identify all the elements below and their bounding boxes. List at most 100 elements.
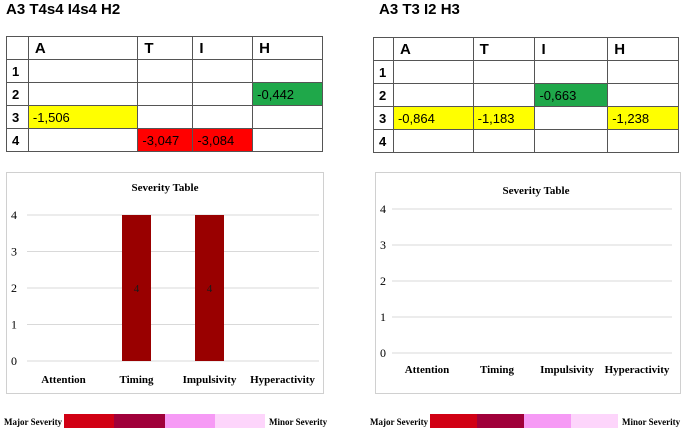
table-cell	[607, 83, 679, 107]
x-category-label: Timing	[480, 364, 515, 376]
table-cell: -0,864	[392, 106, 474, 130]
table-cell: -1,238	[607, 106, 679, 130]
table-cell	[472, 83, 536, 107]
table-cell	[534, 106, 609, 130]
y-tick-label: 2	[380, 274, 386, 288]
column-header: A	[392, 37, 474, 61]
x-category-label: Hyperactivity	[250, 374, 315, 386]
x-category-label: Attention	[405, 364, 450, 376]
table-cell	[607, 60, 679, 84]
right-title: A3 T3 I2 H3	[379, 1, 460, 18]
right-legend-minor-label: Minor Severity	[622, 417, 681, 427]
table-cell	[252, 105, 323, 129]
row-header: 3	[6, 105, 29, 129]
table-cell: -0,442	[252, 82, 323, 106]
table-row: 4 -3,047 -3,084	[6, 128, 323, 152]
table-cell	[472, 60, 536, 84]
table-row: 1	[373, 60, 679, 84]
y-tick-label: 3	[11, 245, 17, 259]
bar-timing	[122, 215, 151, 361]
left-title: A3 T4s4 I4s4 H2	[6, 1, 121, 18]
table-row: 3 -1,506	[6, 105, 323, 129]
column-header: H	[607, 37, 679, 61]
table-cell: -3,084	[192, 128, 254, 152]
row-header: 4	[373, 129, 394, 153]
y-tick-label: 0	[11, 354, 17, 368]
table-cell	[392, 129, 474, 153]
table-cell	[607, 129, 679, 153]
x-category-label: Impulsivity	[183, 374, 237, 386]
table-cell	[137, 105, 194, 129]
table-cell: -0,663	[534, 83, 609, 107]
table-row: 1	[6, 59, 323, 83]
table-cell: -1,183	[472, 106, 536, 130]
y-tick-label: 0	[380, 346, 386, 360]
y-tick-label: 3	[380, 238, 386, 252]
row-header: 1	[6, 59, 29, 83]
x-category-label: Hyperactivity	[605, 364, 670, 376]
legend-swatch	[430, 414, 477, 428]
data-label: 4	[207, 283, 213, 295]
table-cell	[534, 60, 609, 84]
x-category-label: Attention	[41, 374, 86, 386]
left-chart-box: Severity Table 0 1 2 3 4 Attention 4 Timing 4 Impu…	[6, 172, 324, 394]
table-cell: -3,047	[137, 128, 194, 152]
y-tick-label: 1	[11, 318, 17, 332]
column-header: T	[137, 36, 194, 60]
legend-swatch	[114, 414, 165, 428]
table-row: 3 -0,864 -1,183 -1,238	[373, 106, 679, 130]
table-cell	[192, 82, 254, 106]
left-severity-chart: Severity Table 0 1 2 3 4 Attention 4 Timing 4 Impu…	[11, 182, 319, 386]
table-cell	[192, 59, 254, 83]
table-cell: -1,506	[27, 105, 139, 129]
table-cell	[392, 60, 474, 84]
column-header: H	[252, 36, 323, 60]
table-cell	[137, 59, 194, 83]
row-header: 4	[6, 128, 29, 152]
data-label: 4	[134, 283, 140, 295]
legend-swatch	[214, 414, 265, 428]
legend-swatch	[64, 414, 115, 428]
column-header: T	[472, 37, 536, 61]
right-severity-legend-bar	[430, 414, 618, 428]
legend-swatch	[571, 414, 618, 428]
left-severity-grid: A T I H 1 2 -0,442 3 -1,506 4 -3,047 -3,084	[6, 36, 323, 152]
left-severity-legend-bar	[64, 414, 265, 428]
table-row: 4	[373, 129, 679, 153]
y-tick-label: 2	[11, 281, 17, 295]
y-tick-label: 4	[11, 208, 17, 222]
chart-title: Severity Table	[503, 185, 570, 197]
table-cell	[392, 83, 474, 107]
corner-cell	[373, 37, 394, 61]
table-cell	[252, 128, 323, 152]
legend-swatch	[524, 414, 571, 428]
x-category-label: Timing	[119, 374, 154, 386]
right-chart-box: Severity Table 0 1 2 3 4 Attention Timing Impuls…	[375, 172, 681, 394]
column-header: I	[192, 36, 254, 60]
table-cell	[27, 82, 139, 106]
row-header: 2	[373, 83, 394, 107]
table-row: 2 -0,442	[6, 82, 323, 106]
bar-impulsivity	[195, 215, 224, 361]
y-tick-label: 4	[380, 202, 386, 216]
chart-title: Severity Table	[132, 182, 199, 194]
table-cell	[252, 59, 323, 83]
table-cell	[472, 129, 536, 153]
y-tick-label: 1	[380, 310, 386, 324]
right-severity-chart: Severity Table 0 1 2 3 4 Attention Timing Impuls…	[380, 185, 672, 376]
left-legend-major-label: Major Severity	[4, 417, 63, 427]
column-header: A	[27, 36, 139, 60]
table-cell	[534, 129, 609, 153]
legend-swatch	[164, 414, 215, 428]
table-row: 2 -0,663	[373, 83, 679, 107]
table-cell	[27, 59, 139, 83]
x-category-label: Impulsivity	[540, 364, 594, 376]
table-cell	[192, 105, 254, 129]
row-header: 2	[6, 82, 29, 106]
corner-cell	[6, 36, 29, 60]
row-header: 1	[373, 60, 394, 84]
right-severity-grid: A T I H 1 2 -0,663 3 -0,864 -1,183 -1,238 4	[373, 37, 679, 153]
left-legend-minor-label: Minor Severity	[269, 417, 328, 427]
